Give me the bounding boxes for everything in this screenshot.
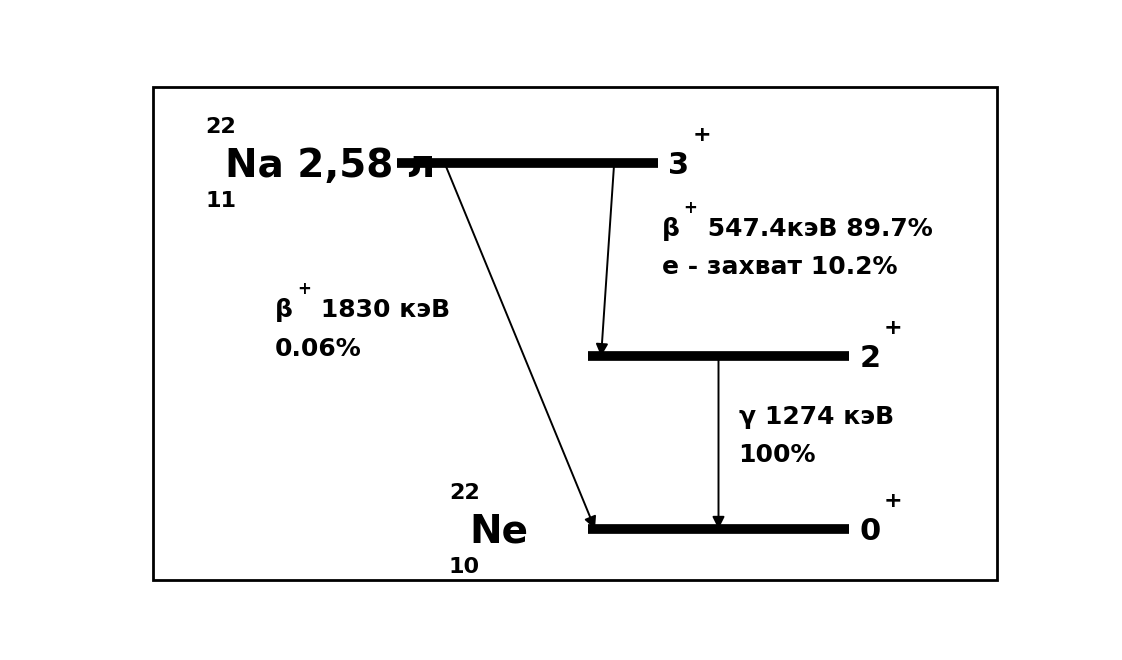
Text: +: + — [683, 199, 698, 216]
Text: 3: 3 — [668, 151, 689, 180]
Text: +: + — [884, 491, 902, 511]
Text: +: + — [296, 280, 311, 298]
Text: 100%: 100% — [738, 444, 816, 467]
Text: 11: 11 — [205, 191, 237, 211]
Text: Na 2,58 л: Na 2,58 л — [226, 147, 435, 185]
Text: +: + — [692, 125, 711, 145]
Text: 2: 2 — [859, 345, 881, 373]
Text: γ 1274 кэВ: γ 1274 кэВ — [738, 405, 893, 429]
Text: 0: 0 — [859, 517, 881, 546]
Text: 547.4кэВ 89.7%: 547.4кэВ 89.7% — [699, 217, 934, 241]
Text: 1830 кэВ: 1830 кэВ — [312, 298, 451, 323]
Text: е - захват 10.2%: е - захват 10.2% — [662, 255, 898, 279]
Text: 22: 22 — [449, 483, 480, 504]
Text: 22: 22 — [205, 117, 237, 137]
Text: β: β — [662, 217, 680, 241]
Text: 10: 10 — [449, 557, 480, 577]
Text: Ne: Ne — [469, 513, 528, 550]
Text: +: + — [884, 318, 902, 338]
Text: β: β — [275, 298, 293, 323]
Text: 0.06%: 0.06% — [275, 337, 361, 360]
